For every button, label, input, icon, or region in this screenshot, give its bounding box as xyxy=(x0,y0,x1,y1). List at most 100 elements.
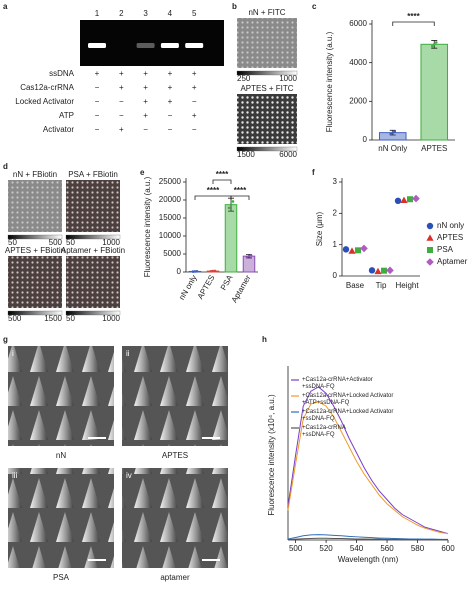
lane-number: 1 xyxy=(95,9,100,18)
marker xyxy=(400,196,408,203)
y-axis-label: Fluorescence intensity (a.u.) xyxy=(143,176,152,277)
row-mark: + xyxy=(143,111,148,120)
replicate-dot xyxy=(430,44,434,48)
marker xyxy=(355,247,361,254)
replicate-dot xyxy=(227,206,231,210)
panel-label: a xyxy=(3,2,8,11)
panel-label: b xyxy=(232,2,237,11)
row-label: ATP xyxy=(59,111,74,120)
colorbar-min: 250 xyxy=(237,74,251,83)
x-tick-label: APTES xyxy=(196,274,217,301)
replicate-dot xyxy=(434,41,438,44)
y-tick-label: 0 xyxy=(333,271,338,280)
colorbar-max: 1500 xyxy=(44,314,62,323)
sem-image xyxy=(122,468,228,568)
marker xyxy=(348,247,356,254)
sem-caption: aptamer xyxy=(160,573,190,582)
x-tick-label: 580 xyxy=(411,544,425,553)
line-series xyxy=(287,401,449,535)
marker xyxy=(368,267,376,274)
colorbar-max: 500 xyxy=(49,238,63,247)
marker xyxy=(360,244,368,253)
colorbar xyxy=(7,310,63,316)
colorbar-min: 500 xyxy=(8,314,22,323)
replicate-dot xyxy=(432,43,436,46)
lane-number: 4 xyxy=(168,9,173,18)
y-axis-label: Fluorescence intensity (x10⁴, a.u.) xyxy=(267,394,276,516)
significance-bracket xyxy=(212,179,232,184)
y-tick-label: 3 xyxy=(333,177,338,186)
micrograph xyxy=(66,180,120,232)
y-axis-label: Size (μm) xyxy=(315,211,324,246)
colorbar-min: 50 xyxy=(66,238,75,247)
colorbar-max: 1000 xyxy=(279,74,297,83)
replicate-dot xyxy=(209,269,213,273)
marker xyxy=(394,197,402,204)
marker xyxy=(407,196,413,203)
row-mark: + xyxy=(143,69,148,78)
line-series xyxy=(287,534,448,540)
y-tick-label: 2000 xyxy=(349,96,367,105)
row-mark: + xyxy=(143,97,148,106)
lane-number: 3 xyxy=(143,9,148,18)
x-tick-label: PSA xyxy=(219,273,235,292)
micrograph xyxy=(237,94,297,144)
x-tick-label: 500 xyxy=(289,544,303,553)
colorbar xyxy=(236,70,298,76)
gel-band xyxy=(88,43,106,48)
colorbar-min: 1500 xyxy=(237,150,255,159)
colorbar-min: 50 xyxy=(8,238,17,247)
legend-label: +Cas12a-crRNA+Activator +ssDNA-FQ xyxy=(302,376,373,390)
lane-number: 5 xyxy=(192,9,197,18)
row-label: Activator xyxy=(43,125,74,134)
row-mark: − xyxy=(95,111,100,120)
row-label: Cas12a-crRNA xyxy=(20,83,74,92)
marker xyxy=(426,258,434,266)
significance-label: **** xyxy=(207,186,220,195)
row-mark: − xyxy=(143,125,148,134)
row-mark: + xyxy=(168,97,173,106)
y-tick-label: 10000 xyxy=(159,231,182,240)
replicate-dot xyxy=(245,255,249,259)
replicate-dot xyxy=(213,269,217,273)
row-mark: − xyxy=(119,111,124,120)
panel-label: f xyxy=(312,168,315,177)
sem-caption: nN xyxy=(56,451,66,460)
image-title: APTES + FBiotin xyxy=(5,246,65,255)
bar xyxy=(224,204,238,273)
sem-numeral: iv xyxy=(126,471,132,480)
marker xyxy=(412,194,420,203)
replicate-dot xyxy=(389,132,393,136)
colorbar xyxy=(65,234,121,240)
panel-label: g xyxy=(3,335,8,344)
row-mark: + xyxy=(192,69,197,78)
marker xyxy=(374,267,382,275)
y-tick-label: 4000 xyxy=(349,58,367,67)
replicate-dot xyxy=(195,270,199,273)
y-axis-label: Fluorescence intensity (a.u.) xyxy=(325,31,334,132)
y-tick-label: 0 xyxy=(363,135,368,144)
replicate-dot xyxy=(229,203,233,206)
legend-label: +Cas12a-crRNA +ssDNA-FQ xyxy=(302,424,346,438)
micrograph xyxy=(237,18,297,68)
line-series xyxy=(287,386,449,535)
sem-numeral: iii xyxy=(12,471,18,480)
significance-bracket xyxy=(392,21,435,26)
y-tick-label: 5000 xyxy=(163,249,181,258)
sem-image xyxy=(8,468,114,568)
replicate-dot xyxy=(231,200,235,203)
x-tick-label: nN only xyxy=(177,274,198,302)
legend-label: +Cas12a-crRNA+Locked Activator +ssDNA-FQ xyxy=(302,408,394,422)
lane-number: 2 xyxy=(119,9,124,18)
row-mark: + xyxy=(168,83,173,92)
y-tick-label: 0 xyxy=(177,267,182,276)
row-mark: + xyxy=(119,125,124,134)
y-tick-label: 1 xyxy=(333,240,338,249)
significance-label: **** xyxy=(234,186,247,195)
replicate-dot xyxy=(191,270,195,273)
image-title: APTES + FITC xyxy=(240,84,293,93)
colorbar-min: 50 xyxy=(66,314,75,323)
x-tick-label: APTES xyxy=(421,144,447,153)
